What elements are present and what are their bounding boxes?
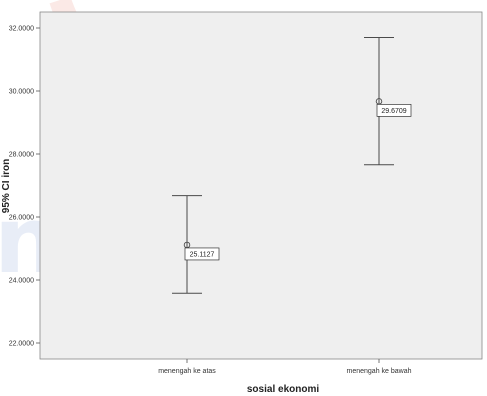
y-tick-label: 26.0000 — [9, 215, 34, 222]
error-bar-group: 25.1127 — [172, 195, 220, 294]
error-bars: 25.1127 29.6709 — [172, 36, 412, 294]
y-tick-label: 22.0000 — [9, 341, 34, 348]
data-label-box — [376, 104, 412, 117]
y-axis-title: 95% CI iron — [1, 159, 12, 213]
data-label-box — [184, 247, 220, 261]
x-axis: menengah ke atas menengah ke bawah — [158, 359, 412, 375]
plot-area — [39, 11, 483, 360]
x-tick-label: menengah ke atas — [158, 368, 216, 375]
y-tick-label: 30.0000 — [9, 89, 34, 96]
data-label: 25.1127 — [190, 251, 215, 258]
y-tick-label: 32.0000 — [9, 26, 34, 33]
x-axis-title: sosial ekonomi — [247, 384, 319, 395]
x-tick-label: menengah ke bawah — [347, 368, 412, 375]
y-tick-label: 24.0000 — [9, 278, 34, 285]
y-axis: 22.0000 24.0000 26.0000 28.0000 30.0000 32.00… — [9, 26, 40, 348]
data-label: 29.6709 — [381, 108, 406, 115]
error-bar-group: 29.6709 — [364, 36, 412, 166]
y-tick-label: 28.0000 — [9, 152, 34, 159]
